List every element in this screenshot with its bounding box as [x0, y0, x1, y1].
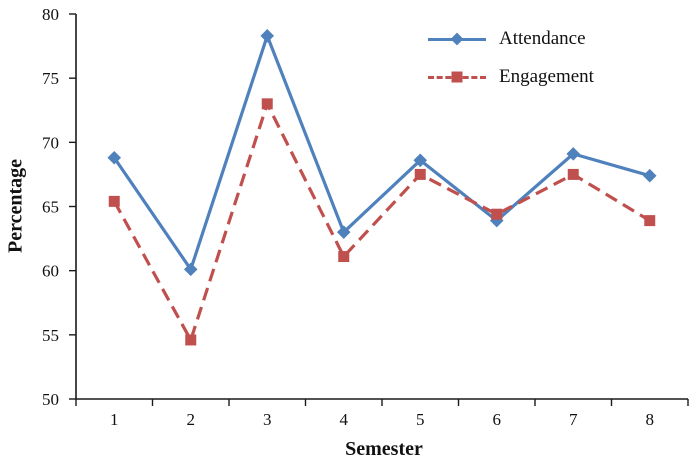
legend-label-engagement: Engagement [499, 66, 594, 87]
y-tick-label: 80 [42, 5, 59, 24]
y-tick-label: 75 [42, 69, 59, 88]
square-marker [108, 195, 120, 207]
square-marker [261, 98, 273, 110]
diamond-marker [183, 262, 198, 277]
line-engagement [112, 102, 651, 342]
x-tick-label: 5 [416, 410, 425, 429]
x-tick-label: 2 [187, 410, 196, 429]
x-tick-label: 6 [493, 410, 502, 429]
x-tick-label: 8 [646, 410, 655, 429]
markers-engagement [108, 98, 656, 346]
legend-label-attendance: Attendance [499, 28, 586, 49]
x-tick-label: 1 [110, 410, 119, 429]
square-marker [567, 168, 579, 180]
square-marker [644, 215, 656, 227]
y-tick-label: 60 [42, 262, 59, 281]
legend: Attendance Engagement [428, 28, 594, 88]
diamond-marker [260, 29, 275, 43]
x-tick-label: 4 [340, 410, 349, 429]
legend-item-attendance: Attendance [428, 28, 594, 50]
y-tick-label: 55 [42, 326, 59, 345]
square-marker [414, 168, 426, 180]
diamond-marker [642, 168, 657, 183]
y-tick-label: 65 [42, 198, 59, 217]
engagement-line-sample [428, 71, 486, 83]
x-axis-title: Semester [345, 438, 423, 460]
diamond-marker [413, 153, 428, 168]
y-tick-label: 50 [42, 390, 59, 409]
attendance-line-sample [428, 32, 486, 46]
x-tick-label: 7 [569, 410, 578, 429]
square-marker-icon [451, 71, 463, 83]
x-tick-label: 3 [263, 410, 272, 429]
legend-item-engagement: Engagement [428, 66, 594, 88]
y-axis-title: Percentage [4, 158, 27, 254]
line-attendance [112, 34, 651, 271]
diamond-marker [107, 150, 122, 165]
diamond-marker [336, 225, 351, 239]
y-tick-label: 70 [42, 133, 59, 152]
diamond-marker-icon [450, 32, 464, 46]
square-marker [491, 208, 503, 220]
square-marker [338, 251, 350, 263]
diamond-marker [566, 147, 581, 161]
square-marker [185, 334, 197, 346]
